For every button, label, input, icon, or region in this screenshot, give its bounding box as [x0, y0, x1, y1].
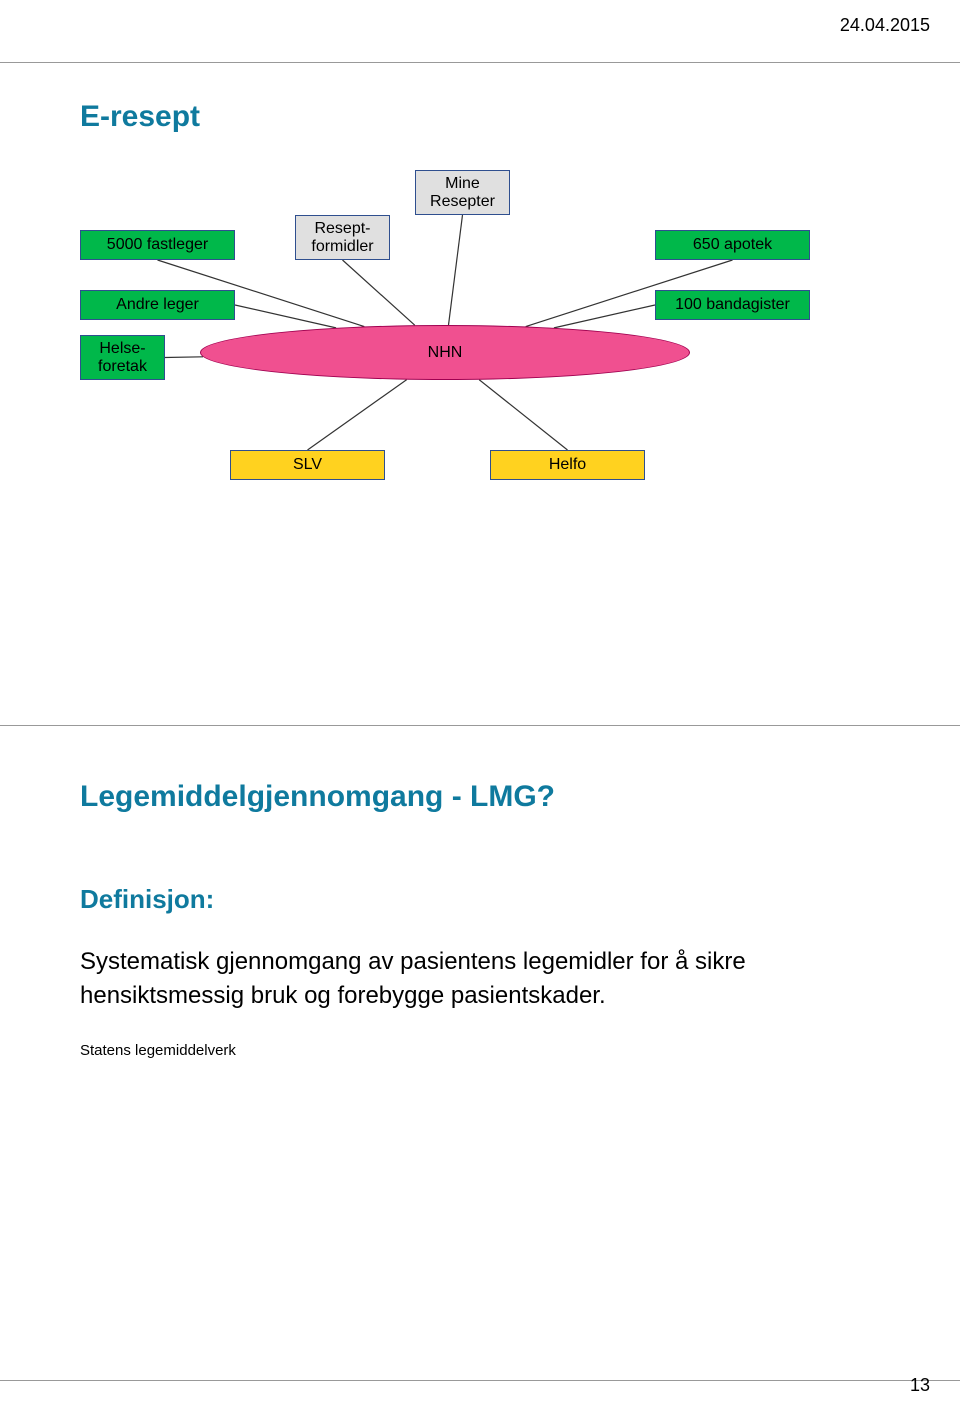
slide2-footnote: Statens legemiddelverk [80, 1042, 880, 1059]
box-apotek: 650 apotek [655, 230, 810, 260]
hub-nhn: NHN [200, 325, 690, 380]
eresept-diagram: NHN 5000 fastleger Andre leger Helse- fo… [80, 160, 880, 560]
slide2-subhead: Definisjon: [80, 884, 880, 915]
page-number: 13 [910, 1375, 930, 1396]
box-label: 5000 fastleger [107, 236, 208, 254]
divider-mid [0, 725, 960, 726]
box-andre-leger: Andre leger [80, 290, 235, 320]
box-label: 650 apotek [693, 236, 772, 254]
box-slv: SLV [230, 450, 385, 480]
box-mine-resepter: Mine Resepter [415, 170, 510, 215]
slide2-title: Legemiddelgjennomgang - LMG? [80, 780, 880, 814]
box-label: Andre leger [116, 296, 199, 314]
slide-eresept: E-resept NHN 5000 fastleger Andre leger … [80, 100, 880, 600]
box-label: SLV [293, 456, 322, 474]
header-date: 24.04.2015 [840, 15, 930, 36]
box-label: Resept- formidler [311, 220, 373, 256]
box-bandagister: 100 bandagister [655, 290, 810, 320]
box-label: Helse- foretak [98, 340, 147, 376]
hub-label: NHN [428, 344, 463, 362]
box-helseforetak: Helse- foretak [80, 335, 165, 380]
slide2-body: Systematisk gjennomgang av pasientens le… [80, 945, 880, 1012]
divider-top [0, 62, 960, 63]
slide-lmg: Legemiddelgjennomgang - LMG? Definisjon:… [80, 780, 880, 1059]
box-helfo: Helfo [490, 450, 645, 480]
box-fastleger: 5000 fastleger [80, 230, 235, 260]
divider-bottom [0, 1380, 960, 1381]
slide1-title: E-resept [80, 100, 880, 134]
box-label: 100 bandagister [675, 296, 790, 314]
box-label: Helfo [549, 456, 586, 474]
box-label: Mine Resepter [430, 175, 495, 211]
box-resept-formidler: Resept- formidler [295, 215, 390, 260]
